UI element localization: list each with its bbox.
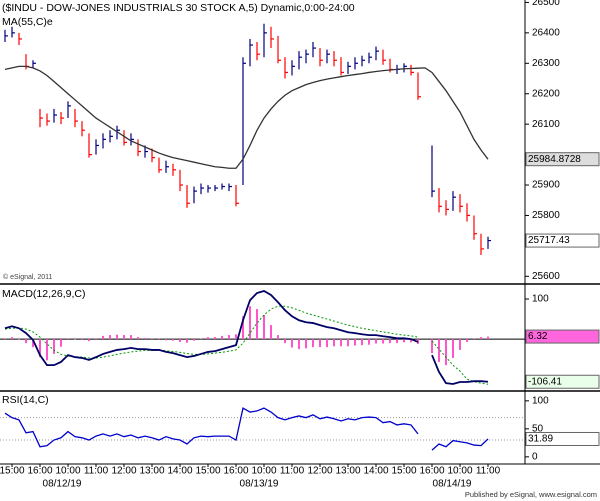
x-tick-label: 14:00	[167, 466, 192, 477]
ma-line	[4, 65, 489, 169]
footer: Published by eSignal, www.esignal.com	[465, 490, 597, 499]
x-tick-label: 16:00	[419, 466, 444, 477]
y-tick-label: 26500	[532, 0, 560, 8]
x-tick-label: 13:00	[335, 466, 360, 477]
panel-title: RSI(14,C)	[2, 394, 49, 406]
x-tick-label: 10:00	[55, 466, 80, 477]
x-tick-label: 11:00	[280, 466, 305, 477]
x-tick-label: 15:00	[195, 466, 220, 477]
y-tick-label: 50	[532, 423, 544, 434]
x-tick-label: 14:00	[363, 466, 388, 477]
y-tick-label: 0	[532, 451, 538, 462]
y-tick-label: 26100	[532, 119, 560, 130]
last-value-label: 6.32	[528, 331, 548, 342]
y-tick-label: 26200	[532, 88, 560, 99]
value-box	[525, 233, 600, 248]
last-value-label: 25717.43	[528, 235, 570, 246]
value-box	[525, 152, 600, 167]
x-tick-label: 11:00	[84, 466, 109, 477]
rsi-line	[4, 407, 489, 451]
x-tick-label: 12:00	[111, 466, 136, 477]
y-tick-label: 26300	[532, 58, 560, 69]
last-value-label: 25984.8728	[528, 154, 581, 165]
date-label: 08/12/19	[43, 479, 82, 490]
y-tick-label: 25800	[532, 210, 560, 221]
x-tick-label: 10:00	[251, 466, 276, 477]
x-tick-label: 15:00	[391, 466, 416, 477]
y-tick-label: 25900	[532, 180, 560, 191]
x-tick-label: 10:00	[447, 466, 472, 477]
panel-title: MACD(12,26,9,C)	[2, 288, 85, 300]
y-tick-label: 26400	[532, 28, 560, 39]
chart-title: ($INDU - DOW-JONES INDUSTRIALS 30 STOCK …	[2, 2, 355, 14]
y-tick-label: 100	[532, 294, 549, 305]
value-box	[525, 329, 600, 344]
last-value-label: -106.41	[528, 376, 562, 387]
value-box	[525, 431, 600, 446]
y-tick-label: 25600	[532, 271, 560, 282]
x-tick-label: 11:00	[476, 466, 501, 477]
annotation: © eSignal, 2011	[3, 273, 53, 281]
x-tick-label: 16:00	[223, 466, 248, 477]
last-value-label: 31.89	[528, 434, 553, 445]
date-label: 08/14/19	[433, 479, 472, 490]
macd-line	[4, 290, 489, 385]
x-tick-label: 15:00	[0, 466, 25, 477]
y-tick-label: 100	[532, 395, 549, 406]
value-box	[525, 374, 600, 389]
x-tick-label: 13:00	[139, 466, 164, 477]
legend-entry: MA(55,C)e	[2, 16, 53, 28]
date-label: 08/13/19	[240, 479, 279, 490]
x-tick-label: 12:00	[307, 466, 332, 477]
x-tick-label: 16:00	[27, 466, 52, 477]
